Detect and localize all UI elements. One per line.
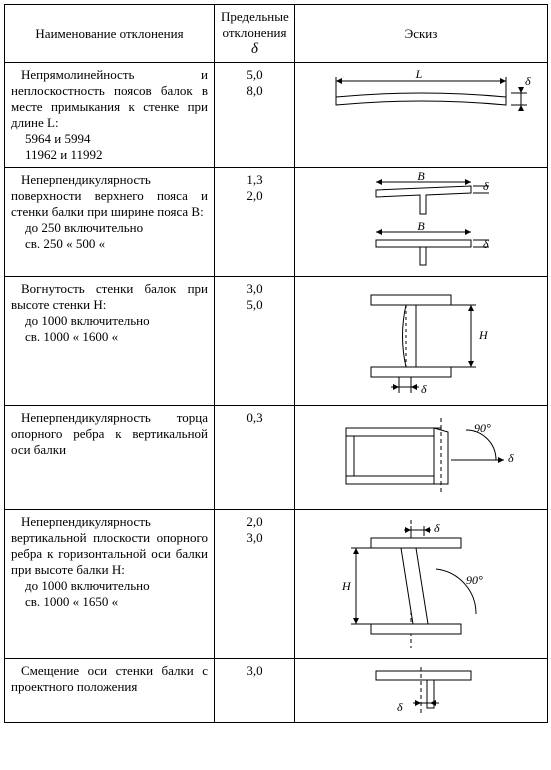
dev-value: 3,0 (221, 281, 288, 297)
deviation-cell: 0,3 (215, 406, 295, 510)
sketch-web-concavity-icon: H δ (321, 281, 521, 401)
deviation-cell: 3,0 5,0 (215, 277, 295, 406)
table-row: Смещение оси стенки балки с проектного п… (5, 659, 548, 723)
name-cell: Вогнутость стенки балок при высоте стенк… (5, 277, 215, 406)
sketch-rib-perp-icon: δ 90° H (316, 514, 526, 654)
svg-text:B: B (417, 219, 425, 233)
table-row: Неперпендикулярность поверхности верхнег… (5, 168, 548, 277)
svg-text:B: B (417, 172, 425, 183)
deviation-cell: 1,3 2,0 (215, 168, 295, 277)
name-text: Вогнутость стенки балок при высоте стенк… (11, 281, 208, 313)
sketch-cell: L δ (295, 63, 548, 168)
dev-value: 1,3 (221, 172, 288, 188)
sketch-cell: δ (295, 659, 548, 723)
dev-value: 2,0 (221, 188, 288, 204)
table-row: Неперпендикулярность торца опорного ребр… (5, 406, 548, 510)
svg-text:90°: 90° (474, 421, 491, 435)
sketch-flatness-icon: L δ (311, 67, 531, 127)
svg-text:δ: δ (525, 74, 531, 88)
table-row: Непрямолинейность и неплоскостность пояс… (5, 63, 548, 168)
name-sub: св. 1000 « 1600 « (11, 329, 208, 345)
deviation-cell: 2,0 3,0 (215, 510, 295, 659)
tolerances-table: Наименование отклонения Предельные откло… (4, 4, 548, 723)
name-sub: до 1000 включительно (11, 313, 208, 329)
name-sub: до 250 включительно (11, 220, 208, 236)
name-text: Непрямолинейность и неплоскостность пояс… (11, 67, 208, 131)
name-sub: 11962 и 11992 (11, 147, 208, 163)
svg-text:90°: 90° (466, 573, 483, 587)
name-cell: Неперпендикулярность вертикальной плоско… (5, 510, 215, 659)
name-sub: до 1000 включительно (11, 578, 208, 594)
name-sub: 5964 и 5994 (11, 131, 208, 147)
sketch-web-offset-icon: δ (331, 663, 511, 718)
name-text: Неперпендикулярность торца опорного ребр… (11, 410, 208, 458)
svg-text:δ: δ (483, 237, 489, 251)
name-cell: Непрямолинейность и неплоскостность пояс… (5, 63, 215, 168)
dev-header-l2: отклонения (221, 25, 288, 41)
sketch-end-perp-icon: 90° δ (316, 410, 526, 505)
name-sub: св. 1000 « 1650 « (11, 594, 208, 610)
name-sub: св. 250 « 500 « (11, 236, 208, 252)
name-text: Неперпендикулярность поверхности верхнег… (11, 172, 208, 220)
dev-value: 3,0 (221, 530, 288, 546)
dev-value: 5,0 (221, 297, 288, 313)
name-cell: Смещение оси стенки балки с проектного п… (5, 659, 215, 723)
sketch-cell: 90° δ (295, 406, 548, 510)
table-row: Вогнутость стенки балок при высоте стенк… (5, 277, 548, 406)
name-cell: Неперпендикулярность поверхности верхнег… (5, 168, 215, 277)
table-row: Неперпендикулярность вертикальной плоско… (5, 510, 548, 659)
dev-value: 0,3 (221, 410, 288, 426)
svg-text:L: L (415, 67, 423, 81)
dev-header-sym: δ (221, 41, 288, 58)
deviation-cell: 3,0 (215, 659, 295, 723)
dev-value: 8,0 (221, 83, 288, 99)
sketch-cell: B δ B δ (295, 168, 548, 277)
table-header-row: Наименование отклонения Предельные откло… (5, 5, 548, 63)
svg-text:H: H (341, 579, 352, 593)
col-header-name: Наименование отклонения (5, 5, 215, 63)
dev-header-l1: Предельные (221, 9, 288, 25)
dev-value: 2,0 (221, 514, 288, 530)
deviation-cell: 5,0 8,0 (215, 63, 295, 168)
sketch-perpendicularity-flange-icon: B δ B δ (321, 172, 521, 272)
name-text: Смещение оси стенки балки с проектного п… (11, 663, 208, 695)
svg-text:δ: δ (421, 382, 427, 396)
svg-text:δ: δ (508, 451, 514, 465)
name-cell: Неперпендикулярность торца опорного ребр… (5, 406, 215, 510)
name-text: Неперпендикулярность вертикальной плоско… (11, 514, 208, 578)
dev-value: 5,0 (221, 67, 288, 83)
col-header-deviation: Предельные отклонения δ (215, 5, 295, 63)
svg-text:δ: δ (397, 700, 403, 714)
col-header-sketch: Эскиз (295, 5, 548, 63)
sketch-cell: H δ (295, 277, 548, 406)
svg-text:H: H (478, 328, 489, 342)
svg-text:δ: δ (434, 521, 440, 535)
sketch-cell: δ 90° H (295, 510, 548, 659)
dev-value: 3,0 (221, 663, 288, 679)
